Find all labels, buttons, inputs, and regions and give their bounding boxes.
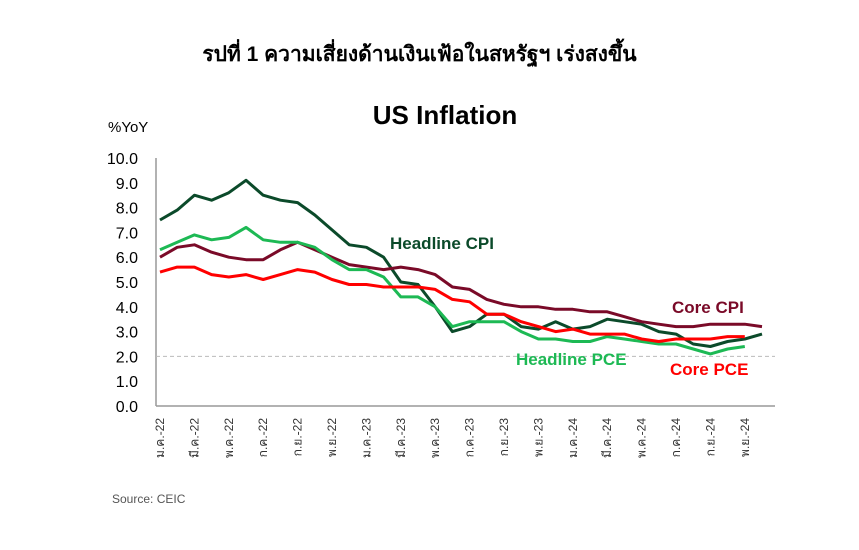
y-tick-label: 0.0 <box>116 399 138 416</box>
series-label-core-cpi: Core CPI <box>672 298 744 317</box>
x-tick-label: ก.ย.-24 <box>703 418 717 457</box>
figure-title-text: รปที่ 1 ความเสี่ยงด้านเงินเฟ้อในสหรัฐฯ เ… <box>202 43 637 66</box>
x-tick-label: พ.ย.-22 <box>325 418 339 457</box>
y-tick-label: 4.0 <box>116 300 138 317</box>
x-tick-label: ก.ค.-22 <box>256 418 270 458</box>
figure-title: รปที่ 1 ความเสี่ยงด้านเงินเฟ้อในสหรัฐฯ เ… <box>0 38 859 71</box>
series-line-headline-pce <box>159 225 746 356</box>
x-tick-label: พ.ค.-24 <box>635 418 649 458</box>
y-tick-label: 2.0 <box>116 349 138 366</box>
x-tick-label: มี.ค.-23 <box>394 418 408 458</box>
x-tick-label: ม.ค.-24 <box>566 418 580 458</box>
x-tick-label: ก.ค.-24 <box>669 418 683 458</box>
x-tick-label: ก.ย.-22 <box>291 418 305 457</box>
y-tick-label: 1.0 <box>116 374 138 391</box>
series-label-headline-cpi: Headline CPI <box>390 234 494 253</box>
y-axis-label: %YoY <box>108 119 149 136</box>
y-tick-label: 10.0 <box>107 151 138 168</box>
x-tick-label: พ.ย.-24 <box>738 418 752 457</box>
series-line-core-pce <box>159 265 745 343</box>
x-tick-label: ก.ย.-23 <box>497 418 511 457</box>
x-tick-label: พ.ค.-22 <box>222 418 236 458</box>
x-tick-label: ม.ค.-23 <box>359 418 373 458</box>
y-tick-label: 6.0 <box>116 250 138 267</box>
series-label-headline-pce: Headline PCE <box>516 350 627 369</box>
source-note: Source: CEIC <box>112 492 186 506</box>
y-tick-label: 3.0 <box>116 325 138 342</box>
series-label-core-pce: Core PCE <box>670 360 748 379</box>
x-tick-label: พ.ย.-23 <box>531 418 545 457</box>
y-tick-label: 8.0 <box>116 201 138 218</box>
x-tick-label: ก.ค.-23 <box>463 418 477 458</box>
x-tick-label: มี.ค.-22 <box>187 418 201 458</box>
y-tick-label: 9.0 <box>116 176 138 193</box>
series-line-core-cpi <box>159 240 763 329</box>
y-tick-label: 7.0 <box>116 225 138 242</box>
x-tick-label: พ.ค.-23 <box>428 418 442 458</box>
y-tick-label: 5.0 <box>116 275 138 292</box>
x-tick-label: มี.ค.-24 <box>600 418 614 458</box>
x-tick-label: ม.ค.-22 <box>153 418 167 458</box>
chart-title: US Inflation <box>372 100 518 130</box>
series-line-headline-cpi <box>159 178 763 348</box>
